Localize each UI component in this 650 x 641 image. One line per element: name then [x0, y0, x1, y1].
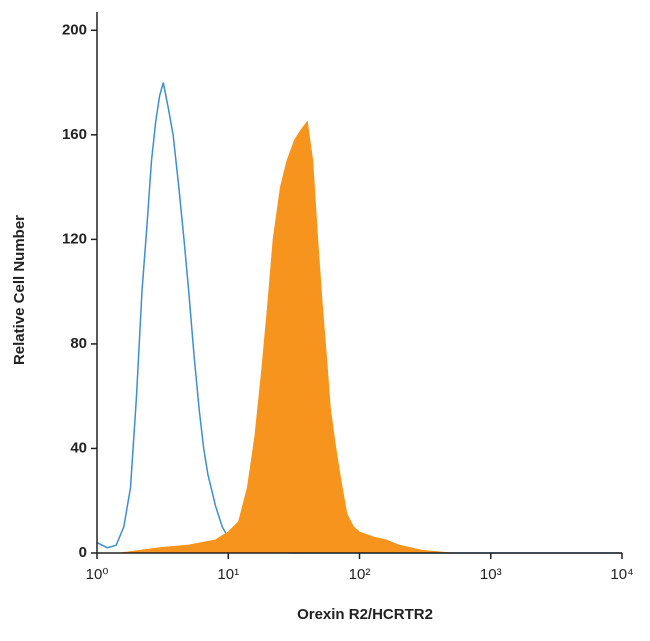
x-tick-label: 10³ [480, 566, 502, 583]
y-tick-label: 200 [62, 21, 87, 38]
x-tick-label: 10¹ [217, 566, 239, 583]
y-tick-label: 0 [79, 544, 87, 561]
x-tick-label: 10² [349, 566, 371, 583]
x-axis-label: Orexin R2/HCRTR2 [297, 606, 433, 623]
x-tick-label: 10⁴ [610, 566, 633, 583]
y-tick-label: 80 [70, 335, 87, 352]
x-tick-label: 10⁰ [86, 566, 109, 583]
y-tick-label: 120 [62, 230, 87, 247]
histogram-area [120, 120, 622, 554]
histogram-line [96, 82, 622, 554]
y-tick-label: 160 [62, 126, 87, 143]
y-tick-label: 40 [70, 439, 87, 456]
y-axis-label: Relative Cell Number [11, 215, 28, 365]
